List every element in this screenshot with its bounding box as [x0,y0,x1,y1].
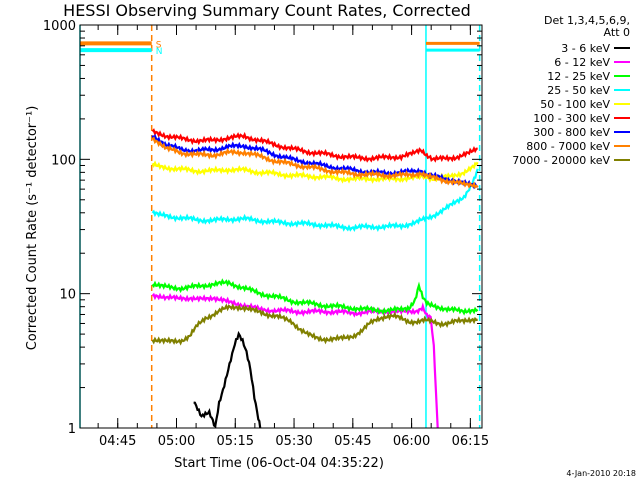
legend-entry-label: 800 - 7000 keV [526,140,610,153]
series-line [151,303,478,346]
legend-entry-label: 300 - 800 keV [533,126,610,139]
x-tick-label: 06:00 [393,434,430,449]
legend-header: Att 0 [604,26,630,39]
series-line [193,330,262,429]
legend-entry-label: 3 - 6 keV [561,42,610,55]
x-tick-label: 05:45 [334,434,371,449]
x-tick-label: 05:00 [158,434,195,449]
chart-title: HESSI Observing Summary Count Rates, Cor… [63,1,471,20]
series-line [151,168,479,233]
x-axis-label: Start Time (06-Oct-04 04:35:22) [174,456,384,471]
y-tick-label: 1 [68,422,76,437]
series-line [151,136,479,189]
y-tick-label: 100 [51,153,76,168]
footer-date: 4-Jan-2010 20:18 [566,469,636,478]
axes: 1 10 100 1000 04:45 05:00 05:15 05:30 05:45 06:00… [43,19,489,449]
legend-entry-label: 6 - 12 keV [554,56,610,69]
legend-header: Det 1,3,4,5,6,9, [544,14,630,27]
series-line [151,128,478,163]
legend-entry-label: 25 - 50 keV [547,84,610,97]
flag-label: S [156,40,162,50]
y-tick-label: 1000 [43,19,76,34]
legend-entry-label: 100 - 300 keV [533,112,610,125]
y-axis-label: Corrected Count Rate (s⁻¹ detector⁻¹) [25,106,40,351]
legend-entry-label: 50 - 100 keV [540,98,610,111]
series-line [151,292,439,429]
x-tick-label: 05:15 [217,434,254,449]
plot-area: SN [79,25,481,429]
legend-entry-label: 12 - 25 keV [547,70,610,83]
flag-label: N [156,47,163,57]
x-tick-label: 06:15 [452,434,489,449]
series-line [151,278,479,316]
y-tick-label: 10 [59,288,76,303]
plot-frame [79,24,483,429]
legend-entry-label: 7000 - 20000 keV [512,154,610,167]
x-tick-label: 05:30 [275,434,312,449]
x-tick-label: 04:45 [99,434,136,449]
